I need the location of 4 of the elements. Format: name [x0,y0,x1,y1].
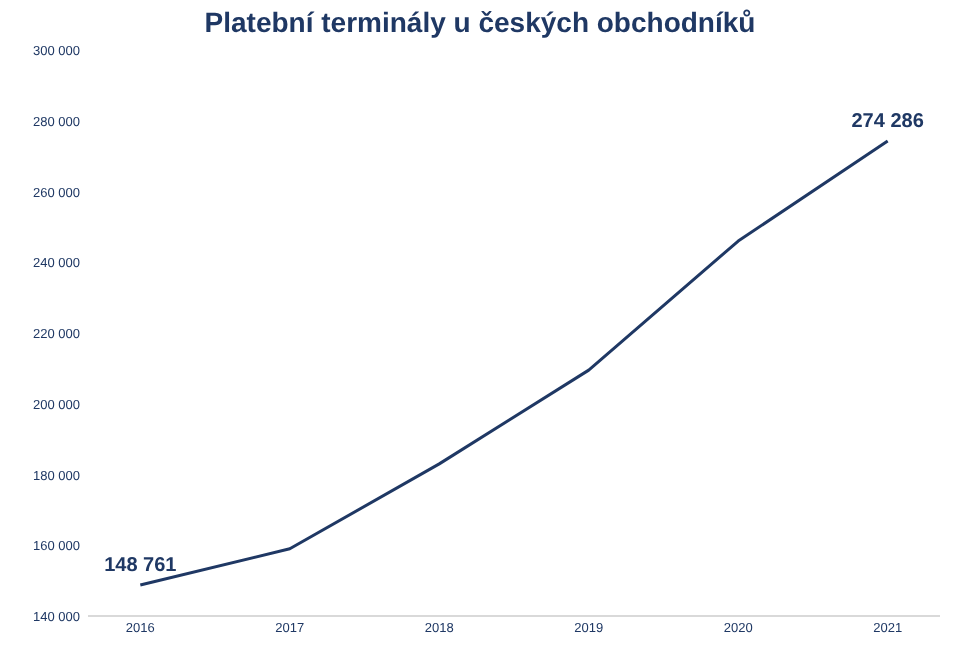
text: 148 761 [104,555,177,578]
chart-title: Platební terminály u českých obchodníků [204,6,756,38]
line-series [138,139,890,587]
text: 274 286 [851,110,924,133]
